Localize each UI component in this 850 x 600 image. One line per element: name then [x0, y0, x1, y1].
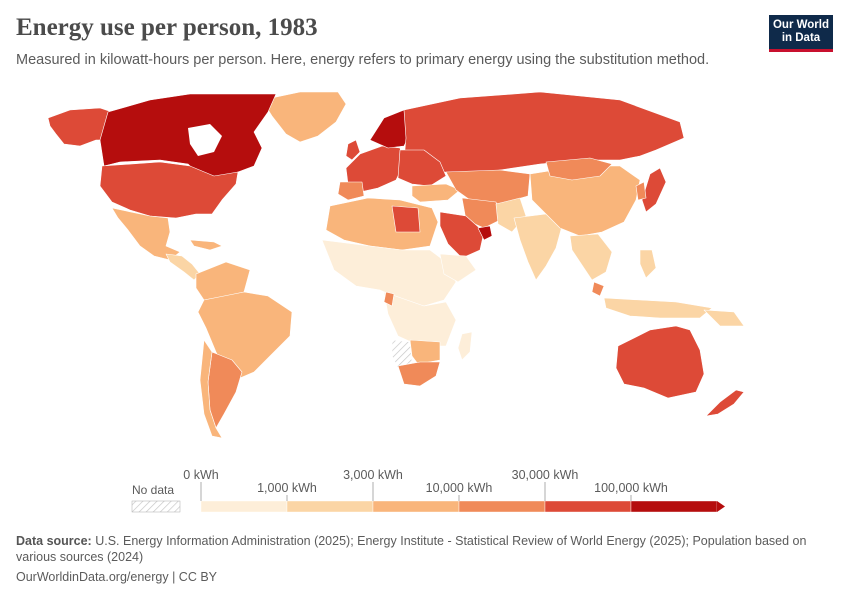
- logo-line-1: Our World: [772, 19, 829, 31]
- region-russia[interactable]: [403, 91, 685, 175]
- chart-title: Energy use per person, 1983: [16, 14, 318, 41]
- world-map: [47, 91, 745, 439]
- region-north-africa[interactable]: [325, 197, 439, 251]
- region-west-africa[interactable]: [321, 239, 457, 307]
- owid-logo[interactable]: Our World in Data: [769, 15, 833, 52]
- region-eastern-europe[interactable]: [397, 149, 447, 187]
- legend-bin-3[interactable]: [372, 500, 460, 513]
- source-url[interactable]: OurWorldinData.org/energy | CC BY: [16, 570, 218, 584]
- legend-bin-1[interactable]: [200, 500, 288, 513]
- legend-bin-4[interactable]: [458, 500, 546, 513]
- region-iberia[interactable]: [337, 181, 365, 201]
- region-india[interactable]: [513, 213, 563, 281]
- legend-no-data-swatch[interactable]: [131, 500, 181, 513]
- region-libya[interactable]: [391, 205, 421, 233]
- hudson-bay: [188, 124, 222, 156]
- legend-tick-label-upper-2: 30,000 kWh: [512, 468, 579, 482]
- region-chile[interactable]: [199, 339, 223, 439]
- region-usa[interactable]: [99, 161, 239, 219]
- region-china[interactable]: [529, 165, 641, 237]
- region-horn-of-africa[interactable]: [439, 253, 477, 283]
- region-uk[interactable]: [345, 139, 361, 161]
- source-note: Data source: U.S. Energy Information Adm…: [16, 533, 816, 565]
- region-greenland[interactable]: [261, 91, 347, 143]
- region-papua-new-guinea[interactable]: [703, 309, 745, 327]
- region-indonesia[interactable]: [603, 297, 713, 319]
- legend-tick-label-lower-2: 100,000 kWh: [594, 481, 668, 495]
- region-australia[interactable]: [615, 325, 705, 399]
- region-caribbean[interactable]: [189, 239, 223, 251]
- legend-bin-2[interactable]: [286, 500, 374, 513]
- region-philippines[interactable]: [639, 249, 657, 279]
- region-mongolia[interactable]: [545, 157, 613, 181]
- legend-overflow-arrow: [717, 501, 725, 512]
- legend-tick-label-upper-0: 0 kWh: [183, 468, 218, 482]
- region-south-africa[interactable]: [397, 361, 441, 387]
- region-canada[interactable]: [99, 93, 277, 179]
- region-saudi-arabia[interactable]: [439, 211, 485, 259]
- logo-line-2: in Data: [781, 32, 821, 44]
- region-central-africa[interactable]: [383, 291, 457, 347]
- region-gabon[interactable]: [383, 291, 395, 307]
- legend-tick-label-lower-0: 1,000 kWh: [257, 481, 317, 495]
- region-japan[interactable]: [641, 167, 667, 213]
- region-madagascar[interactable]: [457, 331, 473, 361]
- region-southeast-asia[interactable]: [569, 233, 613, 281]
- legend-tick-label-lower-1: 10,000 kWh: [426, 481, 493, 495]
- legend-bin-5[interactable]: [544, 500, 632, 513]
- region-central-america[interactable]: [165, 253, 201, 281]
- map-legend: No data 0 kWh 3,000 kWh 30,000 kWh 1,000 kW…: [131, 468, 725, 513]
- source-text: U.S. Energy Information Administration (…: [16, 534, 807, 564]
- legend-no-data-label: No data: [132, 483, 174, 497]
- region-korea[interactable]: [635, 181, 647, 201]
- region-turkey[interactable]: [411, 183, 461, 203]
- legend-tick-label-upper-1: 3,000 kWh: [343, 468, 403, 482]
- chart-subtitle: Measured in kilowatt-hours per person. H…: [16, 52, 710, 68]
- region-southern-africa-mid[interactable]: [409, 339, 441, 365]
- region-alaska[interactable]: [47, 107, 113, 147]
- region-new-zealand[interactable]: [705, 389, 745, 417]
- legend-bin-6[interactable]: [630, 500, 718, 513]
- source-label: Data source:: [16, 534, 92, 548]
- region-malaysia[interactable]: [591, 281, 605, 297]
- region-gulf-states[interactable]: [477, 225, 493, 241]
